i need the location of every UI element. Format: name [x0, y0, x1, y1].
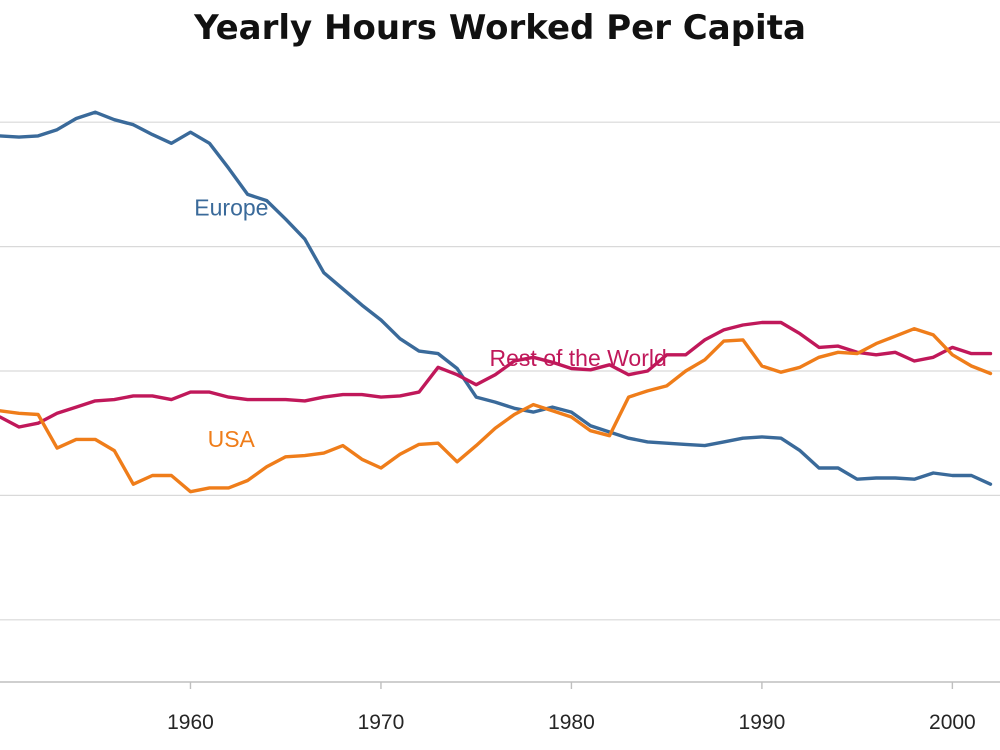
- x-tick-label-2000: 2000: [929, 711, 976, 734]
- series-labels: Europe Rest of the World USA: [194, 195, 667, 452]
- series-line-europe: [0, 110, 993, 486]
- chart-title: Yearly Hours Worked Per Capita: [194, 8, 806, 48]
- x-tick-label-1970: 1970: [358, 711, 405, 734]
- series-line-usa: [0, 327, 993, 494]
- series-label-usa: USA: [208, 426, 256, 452]
- x-tick-label-1990: 1990: [739, 711, 786, 734]
- series-label-rest-of-the-world: Rest of the World: [490, 345, 667, 371]
- x-tick-label-1960: 1960: [167, 711, 214, 734]
- series-line-rest-of-the-world: [0, 320, 993, 429]
- series-lines: [0, 110, 993, 494]
- x-axis: 1960 1970 1980 1990 2000: [0, 681, 1000, 734]
- series-label-europe: Europe: [194, 195, 268, 221]
- x-tick-label-1980: 1980: [548, 711, 595, 734]
